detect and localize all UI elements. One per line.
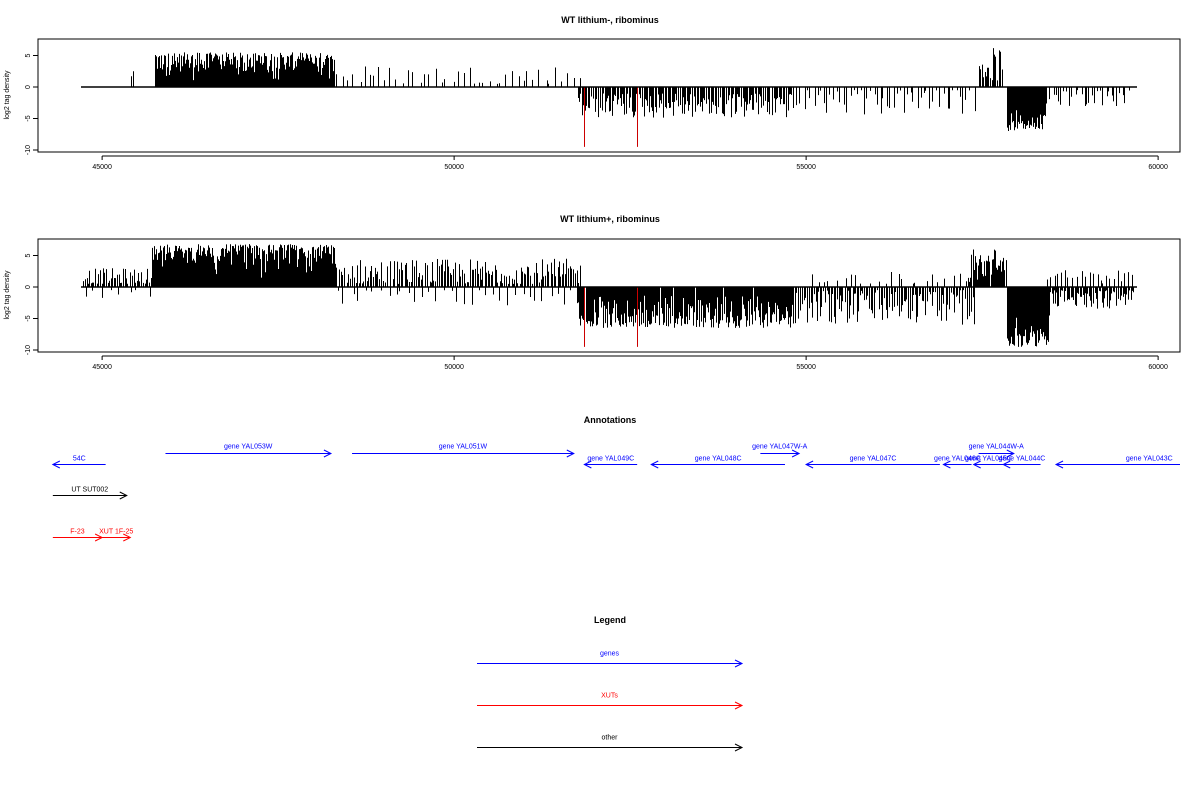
- annotation-feature: gene YAL047W-A: [752, 444, 808, 458]
- legend-item: other: [477, 735, 744, 752]
- annotations-track-area: 54C gene YAL053W gene YAL051W gene YAL049C g…: [51, 444, 1180, 542]
- feature-arrow-head: [51, 460, 61, 469]
- x-tick-label: 45000: [92, 164, 112, 171]
- track-2-plot: 5 0 -5 -10 45000 50000 55000 60000: [25, 238, 1181, 371]
- feature-label: XUT 1F-25: [99, 529, 133, 536]
- feature-label: F-23: [70, 529, 85, 536]
- annotation-feature: 54C: [51, 456, 106, 469]
- track-1-title: WT lithium-, ribominus: [561, 15, 659, 25]
- feature-label: gene YAL051W: [439, 444, 488, 451]
- feature-label: gene YAL047C: [850, 456, 897, 463]
- annotation-feature: gene YAL048C: [650, 456, 785, 469]
- y-tick-label: -10: [25, 145, 32, 155]
- feature-arrow-head: [123, 533, 132, 542]
- feature-arrow-head: [650, 460, 659, 469]
- track-2-y-axis-label: log2 tag density: [4, 270, 11, 320]
- feature-label: UT SUT002: [71, 487, 108, 494]
- legend-item-arrow-head: [734, 743, 744, 752]
- legend-item-arrow-head: [734, 701, 744, 710]
- track-wt-lithium-plus: WT lithium+, ribominus log2 tag density …: [4, 214, 1181, 371]
- x-tick-label: 60000: [1148, 164, 1168, 171]
- x-tick-label: 55000: [796, 164, 816, 171]
- annotation-feature: gene YAL044W-A: [969, 444, 1025, 458]
- track-1-y-axis-label: log2 tag density: [4, 70, 11, 120]
- bar-series: [131, 48, 1130, 132]
- y-tick-label: -5: [25, 315, 32, 321]
- feature-arrow-head: [323, 449, 333, 458]
- legend-item: XUTs: [477, 693, 744, 710]
- feature-label: gene YAL044W-A: [969, 444, 1025, 451]
- x-tick-label: 50000: [444, 364, 464, 371]
- plot-frame: [37, 38, 1181, 153]
- y-tick-label: 0: [25, 285, 32, 289]
- x-tick-label: 55000: [796, 364, 816, 371]
- feature-label: gene YAL048C: [695, 456, 742, 463]
- legend-title: Legend: [594, 615, 626, 625]
- legend-items: genes XUTs other: [477, 651, 744, 752]
- y-tick-label: 5: [25, 253, 32, 257]
- legend-item-label: genes: [600, 651, 620, 658]
- feature-label: 54C: [73, 456, 86, 463]
- annotation-feature: gene YAL044C: [998, 456, 1045, 469]
- feature-arrow-head: [119, 491, 128, 500]
- plot-frame: [37, 238, 1181, 353]
- y-tick-label: 0: [25, 85, 32, 89]
- annotation-feature: gene YAL053W: [165, 444, 333, 458]
- annotations-panel: Annotations 54C gene YAL053W gene YAL051W g…: [51, 415, 1180, 542]
- annotation-feature: UT SUT002: [52, 487, 128, 500]
- legend-item-label: XUTs: [601, 693, 618, 700]
- legend-item-arrow-head: [734, 659, 744, 668]
- track-1-plot: 5 0 -5 -10 45000 50000 55000 60000: [25, 38, 1181, 171]
- annotation-feature: gene YAL051W: [352, 444, 575, 458]
- annotations-title: Annotations: [584, 415, 637, 425]
- annotation-feature: gene YAL043C: [1054, 456, 1180, 469]
- annotation-feature: gene YAL047C: [805, 456, 940, 469]
- feature-label: gene YAL053W: [224, 444, 273, 451]
- track-2-title: WT lithium+, ribominus: [560, 214, 660, 224]
- annotation-feature: gene YAL045C: [965, 456, 1012, 469]
- annotation-feature: gene YAL049C: [583, 456, 638, 469]
- feature-arrow-head: [1002, 460, 1011, 469]
- feature-arrow-head: [1054, 460, 1064, 469]
- feature-label: gene YAL044C: [998, 456, 1045, 463]
- feature-label: gene YAL049C: [587, 456, 634, 463]
- feature-arrow-head: [805, 460, 814, 469]
- feature-label: gene YAL043C: [1126, 456, 1173, 463]
- feature-arrow-head: [1006, 449, 1015, 458]
- track-wt-lithium-minus: WT lithium-, ribominus log2 tag density …: [4, 15, 1181, 171]
- x-tick-label: 60000: [1148, 364, 1168, 371]
- annotation-feature: XUT 1F-25: [99, 529, 133, 542]
- feature-arrow-head: [942, 460, 951, 469]
- feature-arrow-head: [972, 460, 981, 469]
- bar-series: [83, 244, 1134, 347]
- y-tick-label: 5: [25, 53, 32, 57]
- x-tick-label: 50000: [444, 164, 464, 171]
- legend-item-label: other: [602, 735, 619, 742]
- y-tick-label: -5: [25, 115, 32, 121]
- annotation-feature: gene YAL046C: [934, 456, 981, 469]
- feature-arrow-head: [791, 449, 801, 458]
- annotation-features: 54C gene YAL053W gene YAL051W gene YAL049C g…: [51, 444, 1180, 542]
- feature-label: gene YAL047W-A: [752, 444, 808, 451]
- feature-arrow-head: [583, 460, 592, 469]
- feature-label: gene YAL045C: [965, 456, 1012, 463]
- y-tick-label: -10: [25, 345, 32, 355]
- x-tick-label: 45000: [92, 364, 112, 371]
- legend-panel: Legend genes XUTs other: [477, 615, 744, 752]
- legend-item: genes: [477, 651, 744, 668]
- feature-label: gene YAL046C: [934, 456, 981, 463]
- feature-arrow-head: [566, 449, 575, 458]
